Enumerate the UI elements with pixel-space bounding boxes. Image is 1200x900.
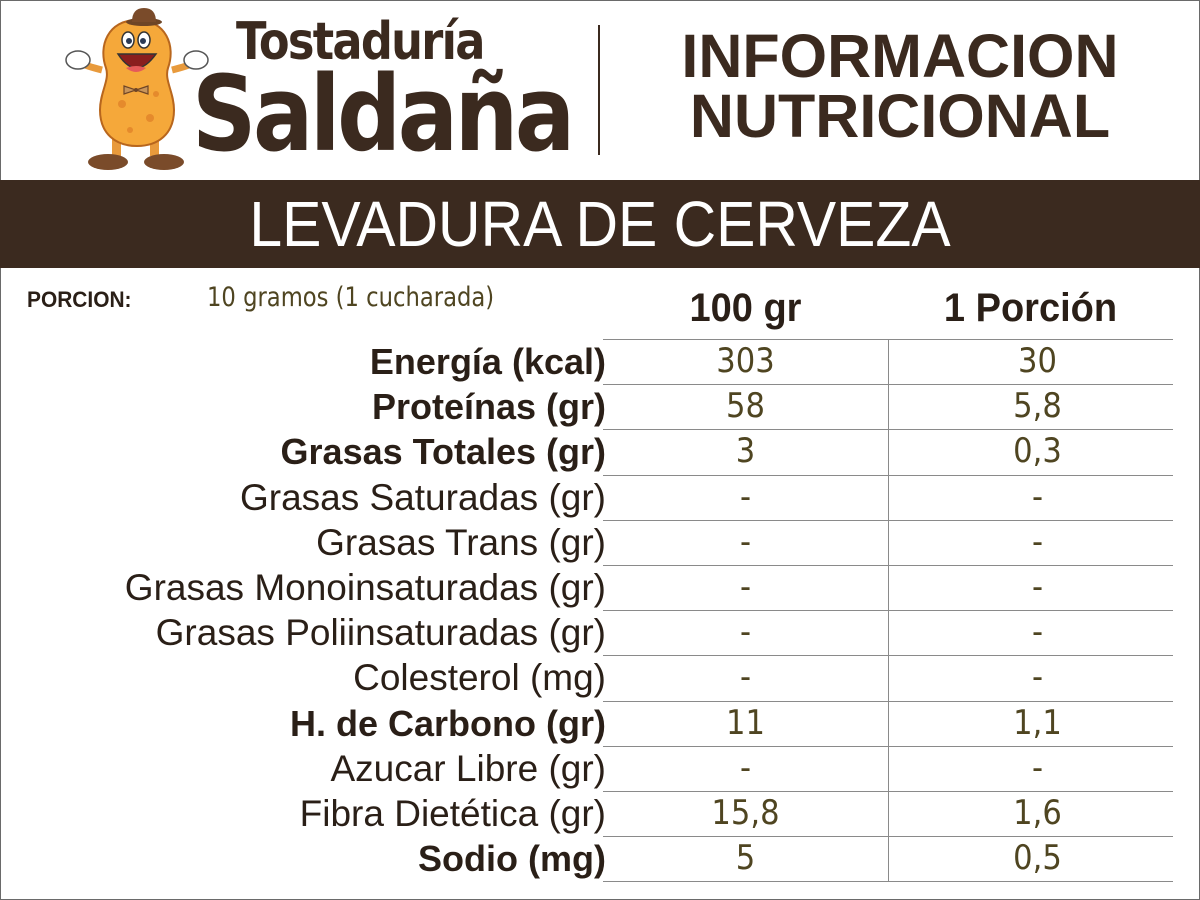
table-row: Grasas Poliinsaturadas (gr) - - <box>0 610 1200 655</box>
value-per-portion: - <box>1031 476 1044 517</box>
value-per-portion: - <box>1031 566 1044 607</box>
row-divider <box>603 339 1173 340</box>
row-divider <box>603 700 1173 702</box>
row-divider <box>603 655 1173 657</box>
nutrition-table: Energía (kcal) 303 30 Proteínas (gr) 58 5,8 Gr… <box>0 339 1200 883</box>
value-per-portion: 1,1 <box>1013 702 1062 743</box>
nutrient-label: Proteínas (gr) <box>371 386 606 428</box>
table-row: Azucar Libre (gr) - - <box>0 746 1200 791</box>
value-per-100g: 3 <box>735 431 756 472</box>
nutrient-label: Sodio (mg) <box>418 838 606 880</box>
brand-name-main: Saldaña <box>192 53 575 175</box>
table-row: Grasas Saturadas (gr) - - <box>0 475 1200 520</box>
value-per-100g: - <box>739 476 752 517</box>
brand-name-top: Tostaduría <box>236 12 485 72</box>
value-per-portion: - <box>1031 747 1044 788</box>
nutrient-label: Colesterol (mg) <box>353 657 606 699</box>
product-name: LEVADURA DE CERVEZA <box>249 188 951 260</box>
value-per-portion: - <box>1031 657 1044 698</box>
table-row: Grasas Totales (gr) 3 0,3 <box>0 429 1200 474</box>
value-per-portion: 0,5 <box>1013 838 1062 879</box>
row-divider <box>603 565 1173 566</box>
page-title: INFORMACION NUTRICIONAL <box>640 22 1160 150</box>
table-row: Grasas Trans (gr) - - <box>0 520 1200 565</box>
table-row: Fibra Dietética (gr) 15,8 1,6 <box>0 791 1200 836</box>
column-header-portion: 1 Porción <box>943 286 1118 330</box>
portion-label: PORCION: <box>27 287 132 312</box>
nutrient-label: Grasas Monoinsaturadas (gr) <box>124 566 606 608</box>
nutrient-label: Grasas Trans (gr) <box>316 521 606 563</box>
page-title-line-1: INFORMACION <box>681 22 1119 90</box>
value-per-100g: 11 <box>726 702 765 743</box>
value-per-portion: - <box>1031 521 1044 562</box>
nutrient-label: Grasas Totales (gr) <box>280 431 606 473</box>
row-divider <box>603 881 1173 883</box>
value-per-portion: 30 <box>1018 341 1057 381</box>
row-divider <box>603 429 1173 431</box>
value-per-portion: 0,3 <box>1013 431 1062 472</box>
value-per-100g: 5 <box>735 838 756 879</box>
table-row: Energía (kcal) 303 30 <box>0 339 1200 384</box>
value-per-100g: - <box>739 521 752 562</box>
page-title-line-2: NUTRICIONAL <box>689 82 1111 150</box>
value-per-100g: - <box>739 657 752 698</box>
row-divider <box>603 384 1173 386</box>
product-banner: LEVADURA DE CERVEZA <box>0 180 1200 268</box>
nutrient-label: Energía (kcal) <box>369 341 606 382</box>
value-per-100g: - <box>739 747 752 788</box>
row-divider <box>603 610 1173 612</box>
nutrient-label: Azucar Libre (gr) <box>330 747 606 789</box>
nutrient-label: H. de Carbono (gr) <box>290 702 606 744</box>
value-per-portion: - <box>1031 612 1044 653</box>
table-row: H. de Carbono (gr) 11 1,1 <box>0 701 1200 746</box>
peanut-mascot-icon <box>65 8 209 170</box>
row-divider <box>603 474 1173 476</box>
nutrient-label: Grasas Poliinsaturadas (gr) <box>155 612 606 654</box>
table-row: Sodio (mg) 5 0,5 <box>0 836 1200 881</box>
nutrient-label: Grasas Saturadas (gr) <box>239 476 606 518</box>
value-per-portion: 5,8 <box>1013 386 1062 427</box>
value-per-portion: 1,6 <box>1013 792 1062 833</box>
value-per-100g: 15,8 <box>711 792 780 833</box>
column-header-100g: 100 gr <box>689 286 802 330</box>
row-divider <box>603 791 1173 792</box>
table-row: Grasas Monoinsaturadas (gr) - - <box>0 565 1200 610</box>
table-row: Proteínas (gr) 58 5,8 <box>0 384 1200 429</box>
header-divider <box>598 25 600 155</box>
value-per-100g: 58 <box>726 386 765 427</box>
table-row: Colesterol (mg) - - <box>0 655 1200 700</box>
portion-value: 10 gramos (1 cucharada) <box>207 282 495 313</box>
value-per-100g: - <box>739 612 752 653</box>
row-divider <box>603 745 1173 747</box>
nutrient-label: Fibra Dietética (gr) <box>299 792 606 834</box>
row-divider <box>603 836 1173 838</box>
row-divider <box>603 519 1173 521</box>
value-per-100g: - <box>739 566 752 607</box>
value-per-100g: 303 <box>716 341 775 381</box>
